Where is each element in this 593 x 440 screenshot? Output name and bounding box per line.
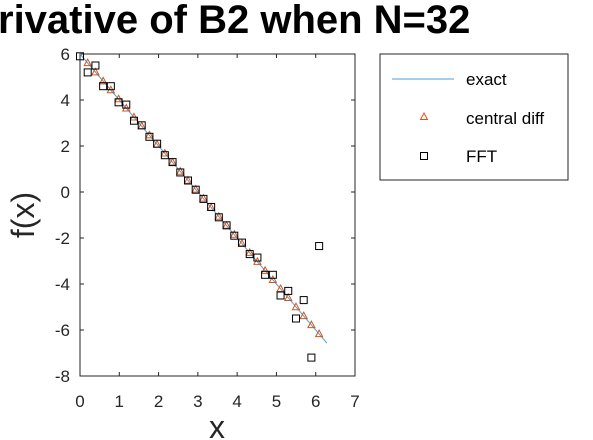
series-central-diff-point: [314, 329, 324, 338]
legend-fft-marker: [420, 152, 428, 160]
legend-central-diff-label: central diff: [466, 109, 544, 128]
y-tick-label: 0: [61, 183, 70, 202]
legend-exact-label: exact: [466, 70, 507, 89]
series-fft-point: [176, 168, 185, 177]
series-fft-point: [153, 139, 162, 148]
y-axis-label: f(x): [5, 192, 41, 238]
series-fft-point: [291, 314, 300, 323]
series-central-diff-point: [199, 193, 208, 202]
series-fft-point: [222, 221, 231, 230]
y-tick-label: -4: [55, 275, 70, 294]
series-central-diff-point: [229, 229, 239, 238]
series-fft-point: [145, 132, 154, 141]
series-central-diff-point: [260, 265, 270, 274]
x-tick-label: 1: [115, 392, 124, 411]
series-central-diff-point: [91, 67, 100, 76]
series-central-diff-point: [283, 292, 293, 301]
series-fft-point: [76, 52, 84, 61]
series-fft-point: [268, 270, 277, 279]
x-axis-label: x: [209, 409, 225, 440]
series-fft-point: [137, 121, 146, 130]
y-tick-label: 4: [61, 91, 70, 110]
series-fft-point: [207, 202, 216, 211]
y-tick-label: 6: [61, 45, 70, 64]
series-fft-point: [122, 100, 131, 109]
series-fft-point: [276, 291, 285, 300]
series-fft-point: [230, 231, 239, 240]
axis-ticks: 0 1 2 3 4 5 6 7 -8 -6 -4 -2 0 2 4 6: [55, 45, 360, 411]
series-fft-point: [261, 270, 270, 279]
series-fft-point: [237, 238, 246, 247]
x-tick-label: 6: [311, 392, 320, 411]
series-central-diff-point: [183, 175, 193, 184]
x-tick-label: 0: [75, 392, 84, 411]
series-fft-point: [183, 176, 192, 185]
legend-box: [379, 53, 569, 181]
y-tick-label: 2: [61, 137, 70, 156]
series-fft-point: [253, 253, 262, 262]
series-fft-point: [315, 242, 324, 251]
series-fft-point: [114, 98, 123, 107]
series-fft-point: [299, 296, 308, 305]
legend: exact central diff FFT: [379, 53, 569, 181]
series-central-diff-point: [145, 130, 154, 139]
series-central-diff-point: [175, 166, 185, 175]
y-tick-label: -6: [55, 321, 70, 340]
series-central-diff-point: [83, 58, 93, 67]
series-central-diff-point: [268, 275, 278, 284]
data-marks: [76, 52, 328, 362]
series-fft-point: [129, 116, 138, 125]
series-fft-point: [168, 158, 177, 167]
x-tick-label: 4: [232, 392, 241, 411]
series-fft-point: [83, 68, 92, 77]
x-tick-label: 2: [154, 392, 163, 411]
series-fft-point: [160, 151, 169, 160]
legend-central-diff-marker: [419, 111, 429, 120]
series-central-diff-point: [307, 320, 316, 329]
series-central-diff-point: [222, 220, 231, 229]
series-fft-point: [199, 194, 208, 203]
x-tick-label: 7: [350, 392, 359, 411]
series-fft-point: [284, 286, 293, 295]
x-tick-label: 5: [272, 392, 281, 411]
series-fft-point: [307, 353, 316, 362]
y-tick-label: -8: [55, 367, 70, 386]
series-fft-point: [91, 61, 100, 70]
legend-fft-label: FFT: [466, 147, 497, 166]
series-central-diff-point: [98, 76, 108, 85]
series-central-diff-point: [191, 184, 201, 193]
chart-title: rivative of B2 when N=32: [0, 0, 470, 42]
y-tick-label: -2: [55, 229, 70, 248]
series-central-diff-point: [245, 247, 255, 256]
series-central-diff-point: [299, 311, 309, 320]
series-fft-point: [99, 82, 108, 91]
series-central-diff-point: [160, 148, 170, 157]
series-fft-point: [245, 250, 254, 259]
series-central-diff-point: [168, 157, 177, 166]
x-tick-label: 3: [193, 392, 202, 411]
series-central-diff-point: [291, 302, 301, 311]
series-fft-point: [106, 82, 115, 91]
series-fft-point: [214, 213, 223, 222]
series-central-diff-point: [214, 211, 224, 220]
series-fft-point: [191, 185, 200, 194]
